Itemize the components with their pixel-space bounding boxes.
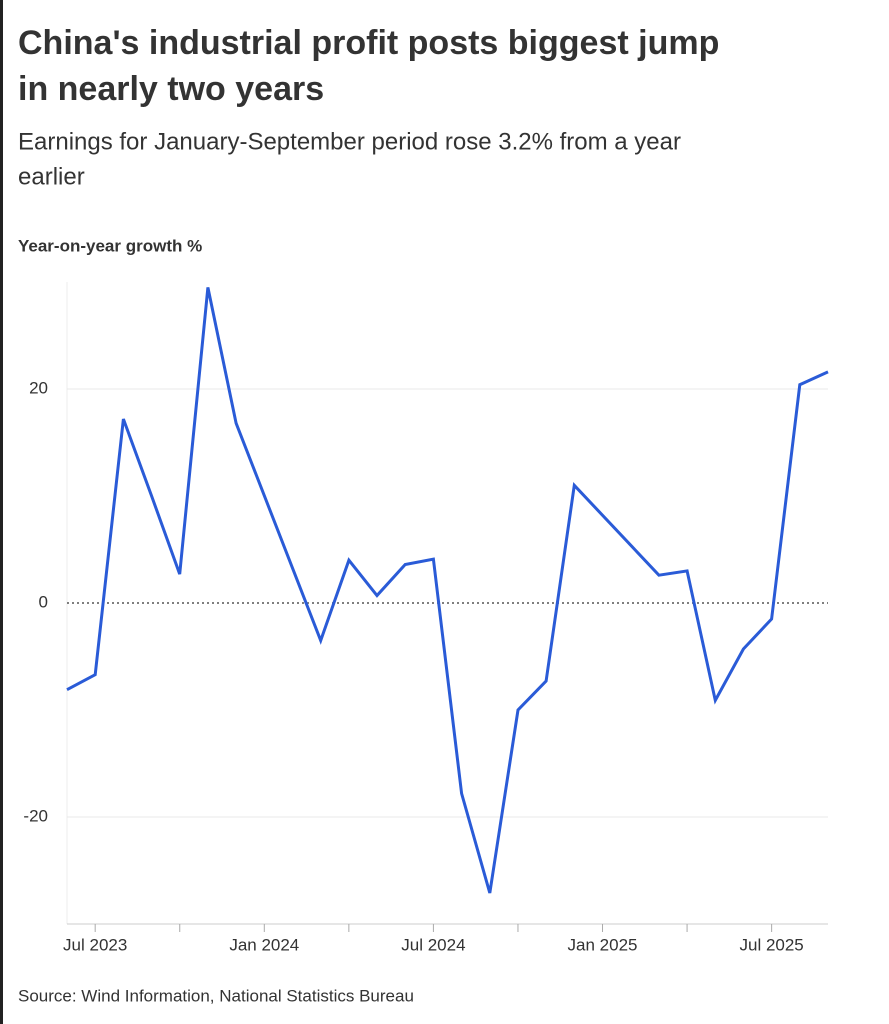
y-tick-label: 20 bbox=[29, 378, 48, 397]
x-tick-label: Jan 2025 bbox=[568, 935, 638, 954]
source: Source: Wind Information, National Stati… bbox=[18, 986, 414, 1005]
line-series bbox=[66, 287, 829, 894]
x-tick-label: Jul 2024 bbox=[401, 935, 465, 954]
chart-subtitle-line: Earnings for January-September period ro… bbox=[18, 128, 681, 155]
y-tick-label: -20 bbox=[23, 806, 48, 825]
chart-subtitle-line: earlier bbox=[18, 163, 85, 190]
y-axis-label: Year-on-year growth % bbox=[18, 236, 202, 255]
chart-title-line: China's industrial profit posts biggest … bbox=[18, 24, 719, 62]
left-border bbox=[0, 0, 3, 1024]
x-tick-label: Jul 2025 bbox=[739, 935, 803, 954]
y-tick-label: 0 bbox=[39, 592, 48, 611]
x-tick-label: Jul 2023 bbox=[63, 935, 127, 954]
x-tick-label: Jan 2024 bbox=[229, 935, 299, 954]
chart-title-line: in nearly two years bbox=[18, 70, 324, 108]
